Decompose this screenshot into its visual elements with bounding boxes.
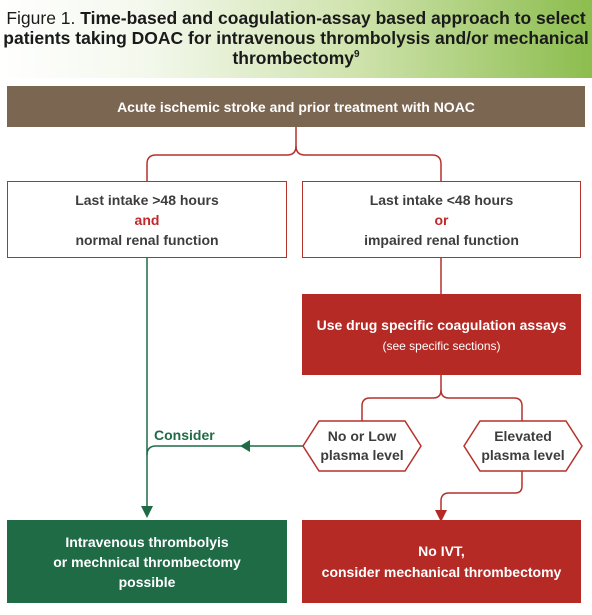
left-box-line2: normal renal function [75, 231, 219, 248]
elevated-level-line1: Elevated [494, 428, 552, 444]
box-intake-over-48h: Last intake >48 hours and normal renal f… [7, 181, 287, 258]
figure-title-part2: patients taking DOAC for intravenous thr… [3, 28, 589, 48]
assay-box: Use drug specific coagulation assays (se… [302, 294, 581, 375]
box-intake-under-48h: Last intake <48 hours or impaired renal … [302, 181, 581, 258]
hexagon-low-level [302, 420, 422, 472]
assay-box-sublabel: (see specific sections) [382, 338, 501, 353]
low-level-line2: plasma level [320, 447, 404, 463]
elevated-level-line2: plasma level [481, 447, 565, 463]
consider-arrowhead [240, 440, 250, 452]
reference-superscript: 9 [353, 49, 360, 61]
no-ivt-box: No IVT, consider mechanical thrombectomy [302, 520, 581, 603]
figure-title-part3: thrombectomy [232, 48, 354, 68]
header-line-1: Figure 1. Time-based and coagulation-ass… [0, 8, 592, 28]
hexagon-elevated-level [463, 420, 583, 472]
split-connector-top-right [295, 145, 442, 181]
split-connector-assay-right [440, 389, 523, 421]
right-box-line1: Last intake <48 hours [369, 191, 514, 208]
start-box: Acute ischemic stroke and prior treatmen… [7, 86, 585, 127]
low-level-label: No or Low plasma level [303, 427, 421, 465]
elevated-level-label: Elevated plasma level [464, 427, 582, 465]
left-box-connector: and [134, 211, 160, 228]
no-ivt-line1: No IVT, [418, 542, 465, 559]
right-box-line2: impaired renal function [364, 231, 519, 248]
header-line-3: thrombectomy9 [0, 48, 592, 68]
consider-label: Consider [154, 427, 215, 443]
connector-elevated-to-no-ivt [435, 470, 523, 522]
connector-low-to-consider [146, 445, 303, 456]
ivt-box-line1: Intravenous thrombolyis [65, 533, 229, 550]
low-level-line1: No or Low [327, 428, 397, 444]
ivt-box-line2: or mechnical thrombectomy [53, 553, 241, 570]
assay-box-label: Use drug specific coagulation assays [316, 316, 567, 333]
figure-label: Figure 1. [6, 8, 76, 28]
left-box-line1: Last intake >48 hours [75, 191, 219, 208]
right-box-connector: or [434, 211, 449, 228]
no-ivt-line2: consider mechanical thrombectomy [321, 563, 562, 580]
ivt-box-line3: possible [118, 573, 176, 590]
start-box-label: Acute ischemic stroke and prior treatmen… [117, 98, 475, 115]
split-connector-top [146, 127, 297, 181]
ivt-possible-box: Intravenous thrombolyis or mechnical thr… [7, 520, 287, 603]
figure-header: Figure 1. Time-based and coagulation-ass… [0, 0, 592, 78]
split-connector-assay [361, 375, 442, 421]
figure-title-part1: Time-based and coagulation-assay based a… [80, 8, 586, 28]
